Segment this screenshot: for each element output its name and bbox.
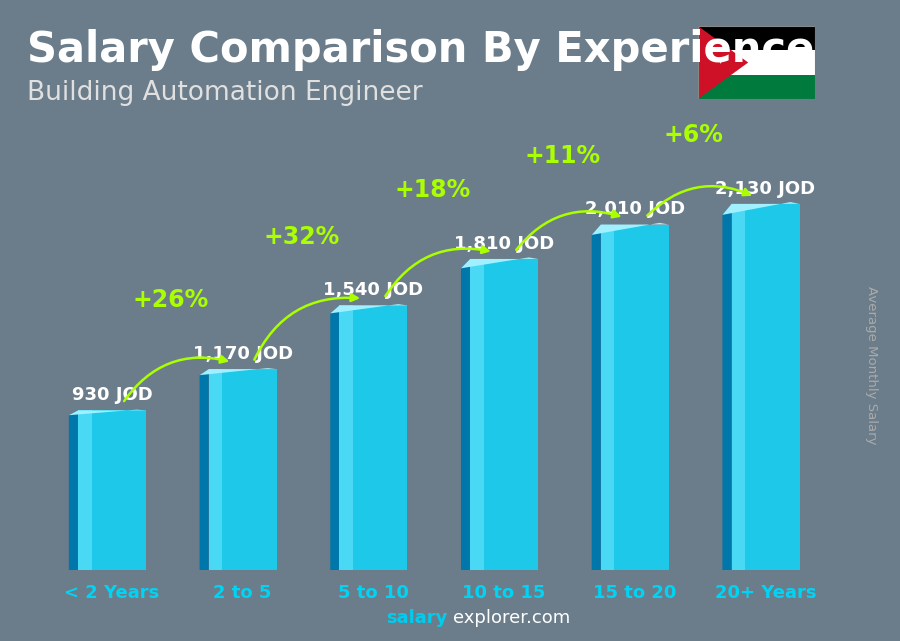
Text: Building Automation Engineer: Building Automation Engineer — [27, 80, 423, 106]
Polygon shape — [461, 258, 538, 269]
Polygon shape — [200, 368, 276, 375]
Polygon shape — [723, 202, 799, 215]
Bar — [339, 305, 408, 570]
Text: +26%: +26% — [132, 288, 209, 312]
Bar — [698, 75, 814, 99]
Bar — [601, 224, 615, 570]
Text: 1,810 JOD: 1,810 JOD — [454, 235, 554, 253]
Polygon shape — [591, 224, 601, 570]
Text: explorer.com: explorer.com — [453, 609, 570, 627]
Text: +6%: +6% — [663, 123, 724, 147]
Bar — [732, 204, 745, 570]
Bar — [732, 204, 799, 570]
Polygon shape — [68, 410, 146, 415]
Bar — [78, 410, 92, 570]
Text: ✦: ✦ — [716, 58, 724, 67]
Polygon shape — [461, 259, 470, 570]
Bar — [209, 369, 222, 570]
Bar — [78, 410, 146, 570]
Bar — [698, 26, 814, 50]
Text: Average Monthly Salary: Average Monthly Salary — [865, 286, 878, 445]
Text: 930 JOD: 930 JOD — [72, 387, 152, 404]
Bar — [601, 224, 669, 570]
Polygon shape — [68, 410, 78, 570]
Text: +18%: +18% — [394, 178, 471, 203]
Text: salary: salary — [386, 609, 447, 627]
Text: +32%: +32% — [264, 225, 339, 249]
Text: 1,540 JOD: 1,540 JOD — [323, 281, 424, 299]
Text: 1,170 JOD: 1,170 JOD — [193, 345, 292, 363]
Polygon shape — [723, 204, 732, 570]
Polygon shape — [591, 223, 669, 235]
Bar — [470, 259, 483, 570]
Bar — [339, 305, 353, 570]
Bar — [470, 259, 538, 570]
Text: Salary Comparison By Experience: Salary Comparison By Experience — [27, 29, 814, 71]
Text: 2,130 JOD: 2,130 JOD — [716, 180, 815, 198]
Polygon shape — [200, 369, 209, 570]
Polygon shape — [330, 305, 339, 570]
Text: +11%: +11% — [525, 144, 601, 168]
Text: 2,010 JOD: 2,010 JOD — [585, 201, 685, 219]
Polygon shape — [698, 26, 748, 99]
Bar — [698, 50, 814, 75]
Polygon shape — [330, 304, 408, 313]
Bar — [209, 369, 276, 570]
